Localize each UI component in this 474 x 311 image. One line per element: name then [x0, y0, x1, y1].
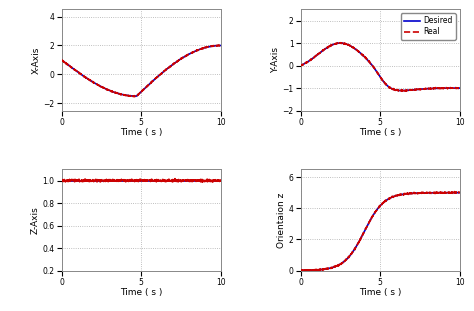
Desired [314, 268, 319, 272]
Line: Real: Real [301, 192, 460, 271]
Real [123, 179, 129, 182]
Desired [183, 54, 189, 58]
Desired [75, 70, 81, 74]
Desired [407, 192, 413, 195]
Desired [129, 179, 135, 183]
Line: Real: Real [62, 179, 221, 182]
Real [407, 191, 413, 195]
Real [305, 269, 310, 273]
Desired [129, 94, 135, 98]
Desired [59, 179, 64, 183]
Desired [362, 56, 368, 59]
Desired [422, 191, 428, 195]
Desired [399, 89, 405, 92]
Desired [457, 86, 463, 90]
Real [314, 53, 319, 57]
X-axis label: Time ( s ): Time ( s ) [359, 288, 401, 297]
Desired [314, 53, 319, 57]
Line: Desired: Desired [62, 45, 221, 96]
Real [368, 62, 374, 66]
Desired [134, 94, 139, 98]
Real [59, 58, 64, 62]
Real [452, 190, 457, 193]
Line: Desired: Desired [301, 193, 460, 271]
Desired [422, 87, 428, 91]
Desired [75, 179, 81, 183]
Real [337, 41, 343, 44]
Real [216, 43, 221, 47]
Desired [123, 93, 129, 97]
Desired [186, 52, 191, 56]
Real [457, 86, 463, 90]
Desired [362, 228, 368, 232]
Desired [298, 269, 303, 272]
Real [422, 191, 428, 195]
Real [362, 55, 368, 59]
Real [168, 179, 174, 183]
Real [314, 268, 320, 272]
Real [183, 54, 189, 58]
Desired [298, 64, 303, 67]
Desired [183, 179, 189, 183]
Desired [368, 62, 374, 66]
Real [166, 180, 172, 184]
Real [422, 87, 428, 91]
Desired [457, 191, 463, 195]
Real [75, 179, 81, 182]
Real [425, 87, 431, 91]
Y-axis label: X-Axis: X-Axis [32, 46, 41, 74]
Real [129, 177, 135, 181]
Desired [407, 88, 413, 92]
Line: Real: Real [62, 45, 221, 97]
Real [218, 179, 224, 182]
Desired [186, 179, 191, 183]
Legend: Desired, Real: Desired, Real [401, 13, 456, 39]
X-axis label: Time ( s ): Time ( s ) [120, 128, 163, 137]
X-axis label: Time ( s ): Time ( s ) [120, 288, 163, 297]
Real [396, 89, 401, 93]
Desired [168, 179, 174, 183]
Desired [218, 179, 224, 183]
Desired [59, 58, 64, 62]
Real [407, 88, 413, 92]
Real [298, 63, 303, 67]
Real [59, 179, 64, 183]
Real [132, 95, 137, 99]
Desired [425, 191, 430, 195]
Real [168, 64, 174, 67]
Line: Desired: Desired [301, 43, 460, 91]
Real [183, 179, 189, 183]
Desired [123, 179, 129, 183]
Real [186, 53, 191, 56]
Desired [168, 64, 174, 67]
Line: Real: Real [301, 43, 460, 91]
X-axis label: Time ( s ): Time ( s ) [359, 128, 401, 137]
Y-axis label: Orientaion z: Orientaion z [277, 192, 286, 248]
Real [172, 177, 178, 180]
Real [298, 268, 303, 272]
Real [186, 178, 192, 182]
Desired [337, 41, 343, 45]
Real [368, 217, 374, 221]
Real [123, 93, 129, 97]
Desired [425, 87, 431, 91]
Desired [368, 218, 374, 221]
Y-axis label: Z-Axis: Z-Axis [31, 206, 40, 234]
Desired [218, 44, 224, 47]
Real [129, 94, 135, 98]
Y-axis label: Y-Axis: Y-Axis [271, 47, 280, 73]
Real [218, 44, 224, 48]
Real [362, 228, 368, 231]
Real [457, 190, 463, 194]
Real [75, 70, 81, 74]
Real [425, 191, 430, 195]
